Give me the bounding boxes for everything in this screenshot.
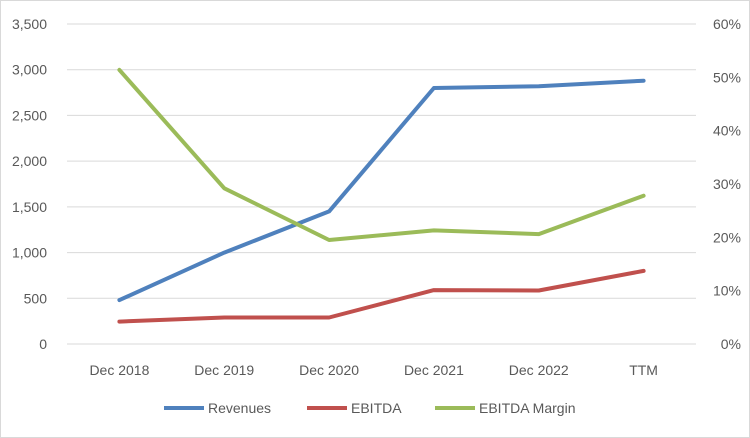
gridlines — [67, 23, 696, 345]
legend: Revenues EBITDA EBITDA Margin — [164, 400, 575, 416]
x-axis-tick-label: TTM — [629, 362, 658, 378]
x-axis-tick-label: Dec 2021 — [404, 362, 464, 378]
right-axis-tick-label: 10% — [713, 283, 741, 299]
x-axis-ticks: Dec 2018 Dec 2019 Dec 2020 Dec 2021 Dec 2022… — [89, 362, 658, 378]
legend-label: EBITDA — [351, 400, 402, 416]
series-line-ebitda — [117, 268, 646, 324]
series-line-ebitda-margin — [117, 67, 646, 242]
left-axis-tick-label: 3,500 — [12, 16, 47, 32]
series-line-revenues — [117, 78, 646, 303]
right-axis-tick-label: 40% — [713, 123, 741, 139]
x-axis-tick-label: Dec 2022 — [509, 362, 569, 378]
right-axis-tick-label: 0% — [721, 336, 741, 352]
x-axis-tick-label: Dec 2020 — [299, 362, 359, 378]
right-axis-tick-label: 20% — [713, 229, 741, 245]
right-axis-tick-label: 50% — [713, 69, 741, 85]
legend-label: EBITDA Margin — [479, 400, 575, 416]
right-axis-tick-label: 30% — [713, 176, 741, 192]
legend-label: Revenues — [208, 400, 271, 416]
x-axis-tick-label: Dec 2019 — [194, 362, 254, 378]
right-axis-ticks: 0% 10% 20% 30% 40% 50% 60% — [713, 16, 741, 352]
left-axis-tick-label: 3,000 — [12, 62, 47, 78]
x-axis-tick-label: Dec 2018 — [89, 362, 149, 378]
series-lines — [117, 67, 646, 324]
left-axis-tick-label: 2,000 — [12, 153, 47, 169]
left-axis-tick-label: 2,500 — [12, 107, 47, 123]
left-axis-tick-label: 1,500 — [12, 199, 47, 215]
left-axis-tick-label: 500 — [24, 290, 48, 306]
left-axis-ticks: 0 500 1,000 1,500 2,000 2,500 3,000 3,500 — [12, 16, 47, 352]
left-axis-tick-label: 1,000 — [12, 245, 47, 261]
right-axis-tick-label: 60% — [713, 16, 741, 32]
left-axis-tick-label: 0 — [39, 336, 47, 352]
